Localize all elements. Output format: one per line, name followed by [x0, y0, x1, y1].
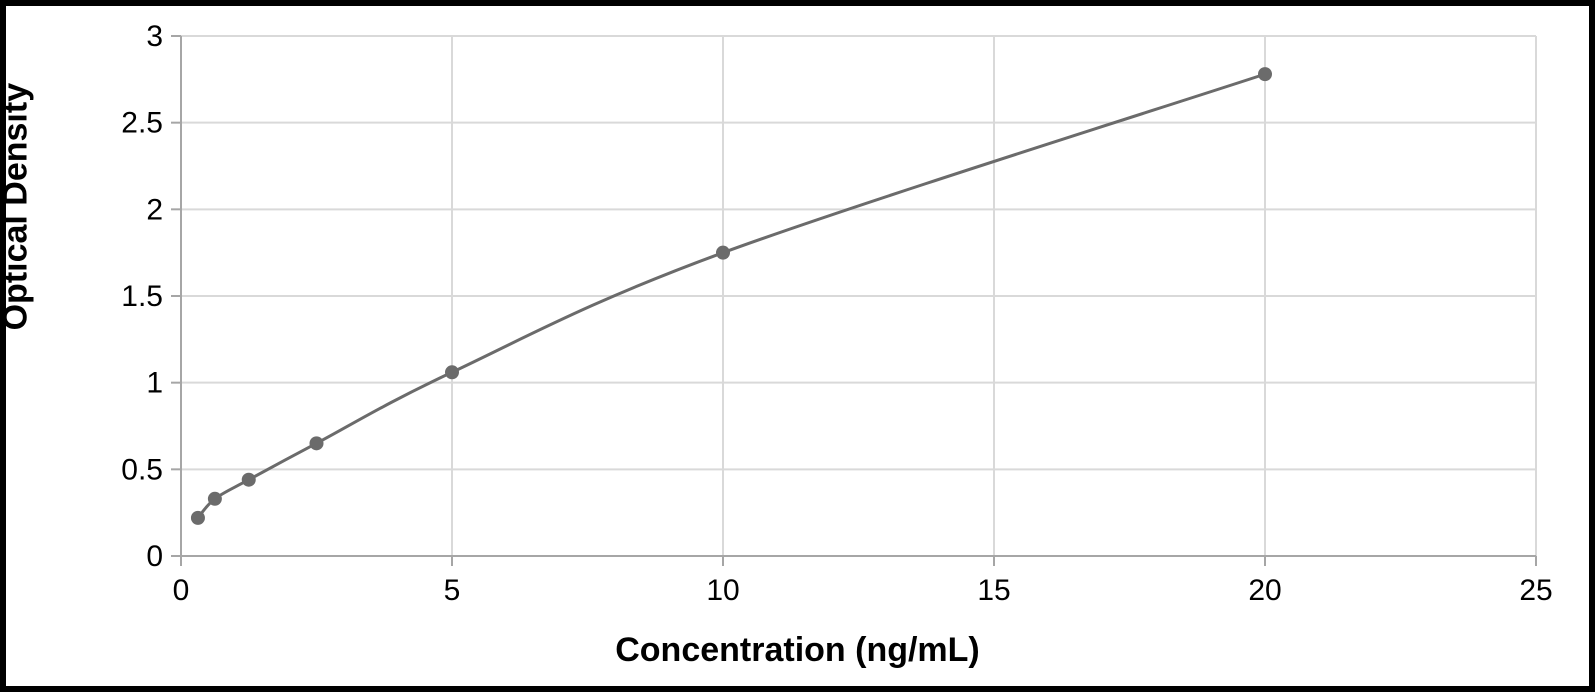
x-tick-label: 5: [444, 574, 461, 607]
y-axis-label: Optical Density: [0, 83, 36, 331]
y-tick-label: 1.5: [121, 280, 163, 313]
y-tick-label: 2.5: [121, 107, 163, 140]
x-tick-label: 25: [1519, 574, 1552, 607]
data-marker: [310, 436, 324, 450]
x-tick-label: 10: [706, 574, 739, 607]
x-tick-label: 15: [977, 574, 1010, 607]
data-marker: [191, 511, 205, 525]
y-tick-label: 0.5: [121, 453, 163, 486]
x-tick-label: 0: [173, 574, 190, 607]
chart-outer-frame: 051015202500.511.522.53 Optical Density …: [0, 0, 1595, 692]
x-axis-label: Concentration (ng/mL): [6, 631, 1589, 670]
y-tick-label: 0: [146, 540, 163, 573]
data-marker: [242, 473, 256, 487]
data-marker: [1258, 67, 1272, 81]
chart-svg: 0 5 10 15 20 25 0 0.5 1 1.5 2 2.5 3: [6, 6, 1589, 686]
y-tick-label: 3: [146, 20, 163, 53]
data-marker: [208, 492, 222, 506]
chart-wrapper: 051015202500.511.522.53 Optical Density …: [6, 6, 1589, 686]
y-tick-label: 1: [146, 367, 163, 400]
data-marker: [445, 365, 459, 379]
x-tick-label: 20: [1248, 574, 1281, 607]
data-marker: [716, 246, 730, 260]
y-tick-label: 2: [146, 193, 163, 226]
